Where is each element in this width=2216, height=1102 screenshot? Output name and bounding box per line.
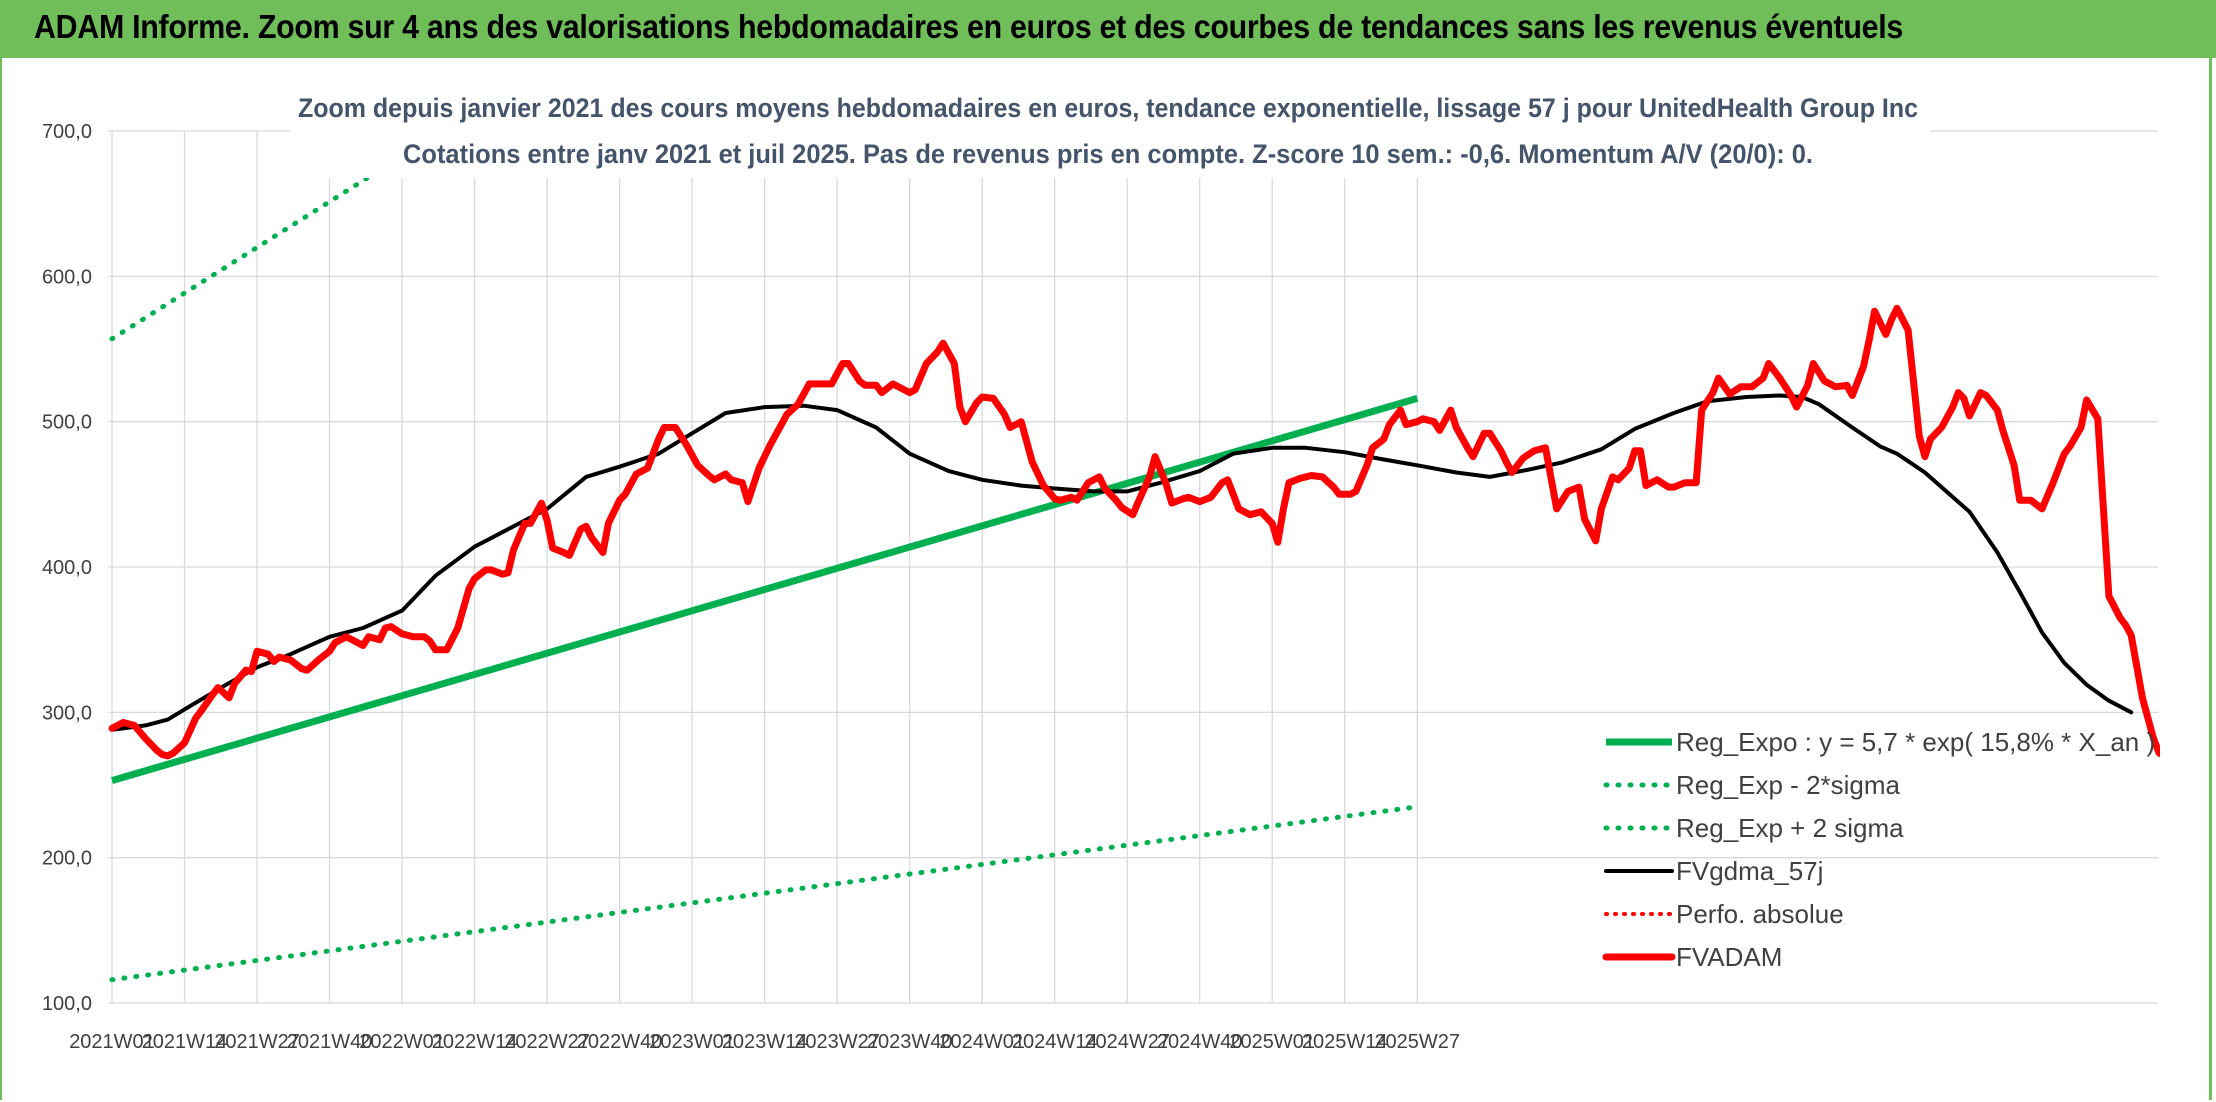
report-title: ADAM Informe. Zoom sur 4 ans des valoris… [34,8,1903,45]
x-tick-label: 2023W01 [649,1031,735,1053]
chart-frame [0,58,2212,1100]
legend-label-1: Reg_Exp - 2*sigma [1676,770,1901,800]
x-tick-label: 2025W01 [1229,1031,1315,1053]
x-tick-label: 2024W40 [1157,1031,1243,1053]
y-tick-label: 400,0 [42,557,92,579]
legend-label-2: Reg_Exp + 2 sigma [1676,813,1904,843]
legend-label-0: Reg_Expo : y = 5,7 * exp( 15,8% * X_an ) [1676,727,2155,757]
x-tick-label: 2021W27 [214,1031,300,1053]
y-tick-label: 700,0 [42,121,92,143]
x-tick-label: 2024W27 [1084,1031,1170,1053]
y-tick-label: 500,0 [42,412,92,434]
x-tick-label: 2025W27 [1374,1031,1460,1053]
x-tick-label: 2023W14 [722,1031,808,1053]
x-tick-label: 2025W14 [1302,1031,1388,1053]
chart-grid [108,130,2158,1004]
x-tick-label: 2024W14 [1012,1031,1098,1053]
legend-label-3: FVgdma_57j [1676,856,1823,886]
x-tick-label: 2021W40 [287,1031,373,1053]
x-tick-label: 2022W40 [577,1031,663,1053]
series-line-5 [108,304,2160,760]
x-tick-label: 2021W01 [69,1031,155,1053]
y-tick-label: 600,0 [42,266,92,288]
x-tick-label: 2024W01 [939,1031,1025,1053]
x-tick-label: 2023W40 [867,1031,953,1053]
x-tick-label: 2022W27 [504,1031,590,1053]
series-line-1 [109,804,1420,983]
title-background [290,80,1930,178]
series-line-3 [110,393,2134,732]
legend-label-5: FVADAM [1676,942,1782,972]
series-layer [108,86,2160,983]
y-tick-label: 300,0 [42,702,92,724]
y-tick-label: 100,0 [42,993,92,1015]
legend-label-4: Perfo. absolue [1676,899,1844,929]
y-tick-label: 200,0 [42,848,92,870]
chart-title: Zoom depuis janvier 2021 des cours moyen… [298,93,1918,123]
y-axis-ticks: 100,0 200,0 300,0 400,0 500,0 600,0 700,0 [42,121,92,1015]
x-tick-label: 2022W01 [359,1031,445,1053]
chart-legend: Reg_Expo : y = 5,7 * exp( 15,8% * X_an )… [1602,727,2155,972]
x-axis-ticks: 2021W012021W142021W272021W402022W012022W… [69,1031,1460,1053]
chart-subtitle: Cotations entre janv 2021 et juil 2025. … [403,139,1813,169]
x-tick-label: 2023W27 [794,1031,880,1053]
x-tick-label: 2022W14 [432,1031,518,1053]
series-line-0 [111,395,1419,784]
x-tick-label: 2021W14 [142,1031,228,1053]
report-banner: ADAM Informe. Zoom sur 4 ans des valoris… [0,0,2216,58]
